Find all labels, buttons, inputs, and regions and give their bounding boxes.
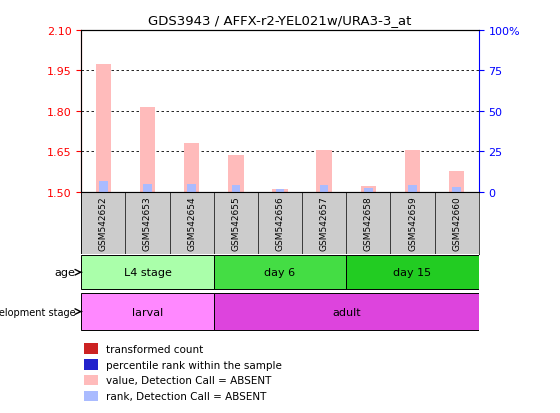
Bar (272, 190, 288, 192)
Text: larval: larval (132, 307, 163, 317)
Bar (228, 156, 244, 192)
Text: GSM542653: GSM542653 (143, 196, 152, 250)
Text: GSM542658: GSM542658 (364, 196, 373, 250)
Text: transformed count: transformed count (106, 344, 204, 354)
Text: value, Detection Call = ABSENT: value, Detection Call = ABSENT (106, 375, 272, 385)
Text: rank, Detection Call = ABSENT: rank, Detection Call = ABSENT (106, 391, 267, 401)
Bar (320, 185, 328, 192)
Text: L4 stage: L4 stage (124, 268, 171, 278)
Text: GSM542655: GSM542655 (231, 196, 240, 250)
Text: age: age (55, 268, 76, 278)
Text: development stage: development stage (0, 307, 76, 317)
Text: GSM542660: GSM542660 (452, 196, 461, 250)
Text: day 6: day 6 (264, 268, 296, 278)
Text: adult: adult (332, 307, 361, 317)
Bar (452, 188, 461, 192)
Bar (188, 185, 196, 192)
Text: day 15: day 15 (394, 268, 432, 278)
Text: GSM542656: GSM542656 (276, 196, 284, 250)
Text: GSM542652: GSM542652 (99, 196, 108, 250)
Text: percentile rank within the sample: percentile rank within the sample (106, 360, 282, 370)
Bar (81, 293, 214, 330)
Bar (405, 150, 420, 192)
Bar (96, 64, 111, 192)
Title: GDS3943 / AFFX-r2-YEL021w/URA3-3_at: GDS3943 / AFFX-r2-YEL021w/URA3-3_at (148, 14, 412, 27)
Bar (214, 293, 479, 330)
Bar (449, 172, 464, 192)
Bar (364, 189, 372, 192)
Bar (316, 150, 332, 192)
Bar (232, 185, 240, 192)
Text: GSM542657: GSM542657 (320, 196, 329, 250)
Bar (408, 185, 417, 192)
Text: GSM542659: GSM542659 (408, 196, 417, 250)
Bar (361, 187, 376, 192)
Bar (99, 181, 108, 192)
Bar (184, 144, 199, 192)
Bar (214, 256, 346, 289)
Bar (276, 190, 284, 192)
Bar (140, 107, 155, 192)
Bar (143, 185, 152, 192)
Bar (346, 256, 479, 289)
Bar (81, 256, 214, 289)
Text: GSM542654: GSM542654 (187, 196, 196, 250)
